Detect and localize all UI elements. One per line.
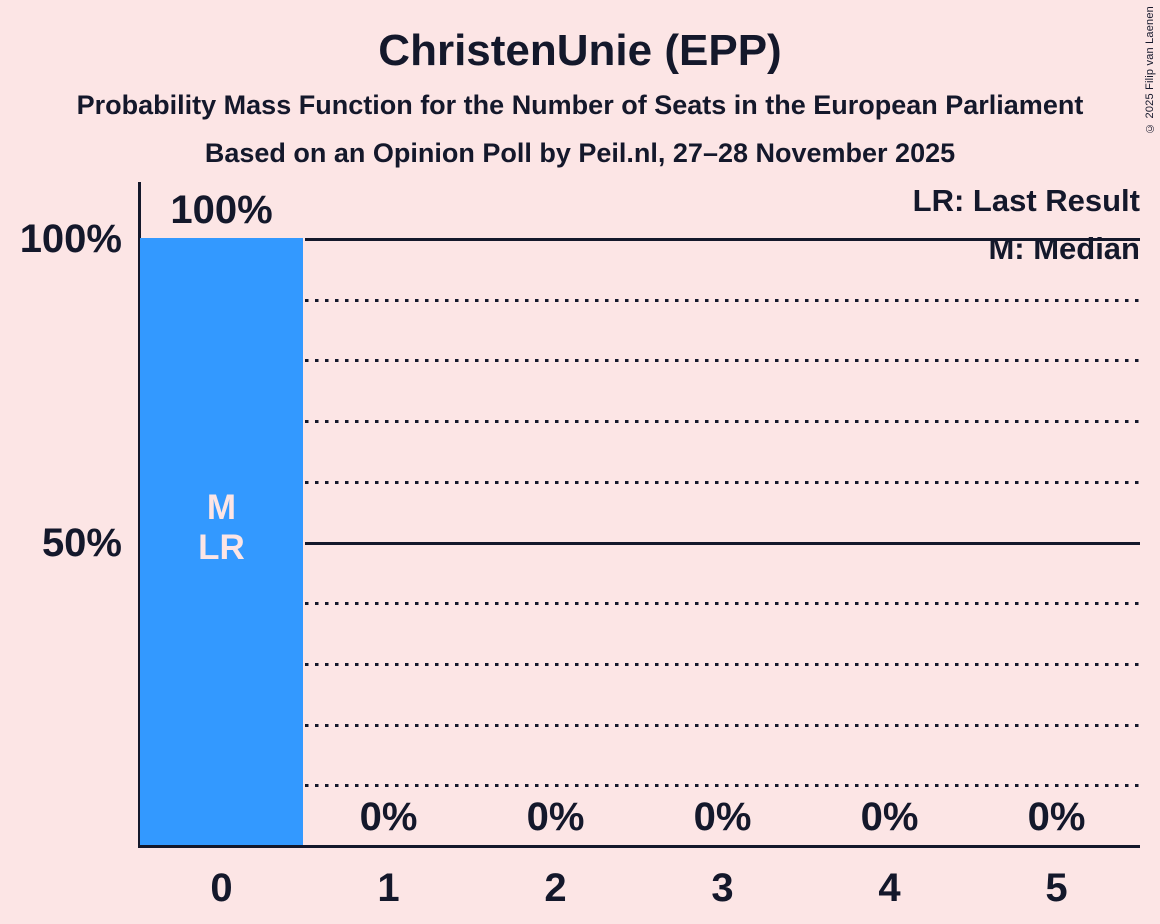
- bar-value-label-seat-5: 0%: [1027, 795, 1086, 839]
- x-tick-label-1: 1: [377, 866, 400, 910]
- gridline-20: [305, 724, 1140, 727]
- x-tick-label-0: 0: [210, 866, 233, 910]
- gridline-60: [305, 481, 1140, 484]
- x-tick-label-2: 2: [544, 866, 567, 910]
- legend-median: M: Median: [988, 231, 1140, 266]
- y-axis-label-100: 100%: [19, 217, 122, 261]
- bar-value-label-seat-2: 0%: [526, 795, 585, 839]
- gridline-40: [305, 602, 1140, 605]
- x-tick-label-3: 3: [711, 866, 734, 910]
- gridline-50: [305, 542, 1140, 545]
- bar-value-label-seat-1: 0%: [359, 795, 418, 839]
- x-axis-line: [138, 845, 1140, 848]
- bar-value-label-seat-3: 0%: [693, 795, 752, 839]
- gridline-80: [305, 359, 1140, 362]
- gridline-90: [305, 299, 1140, 302]
- gridline-30: [305, 663, 1140, 666]
- x-tick-label-5: 5: [1045, 866, 1068, 910]
- copyright-note: © 2025 Filip van Laenen: [1144, 6, 1156, 134]
- y-axis-label-50: 50%: [41, 521, 122, 565]
- chart-subtitle: Probability Mass Function for the Number…: [76, 90, 1084, 120]
- gridline-70: [305, 420, 1140, 423]
- bar-value-label-seat-4: 0%: [860, 795, 919, 839]
- y-axis-line: [138, 182, 141, 848]
- chart-poll-source: Based on an Opinion Poll by Peil.nl, 27–…: [204, 138, 956, 168]
- bar-annotation-seat-0: M LR: [198, 488, 245, 567]
- bar-seat-0: [140, 238, 303, 845]
- gridline-100: [305, 238, 1140, 241]
- plot-area: 100% M LR 0% 0% 0% 0% 0%: [138, 182, 1140, 848]
- x-axis-tick-labels: 0 1 2 3 4 5: [138, 866, 1140, 910]
- legend-last-result: LR: Last Result: [912, 183, 1140, 218]
- gridline-10: [305, 784, 1140, 787]
- chart-title: ChristenUnie (EPP): [378, 26, 782, 75]
- x-tick-label-4: 4: [878, 866, 901, 910]
- bar-value-label-seat-0: 100%: [170, 188, 273, 232]
